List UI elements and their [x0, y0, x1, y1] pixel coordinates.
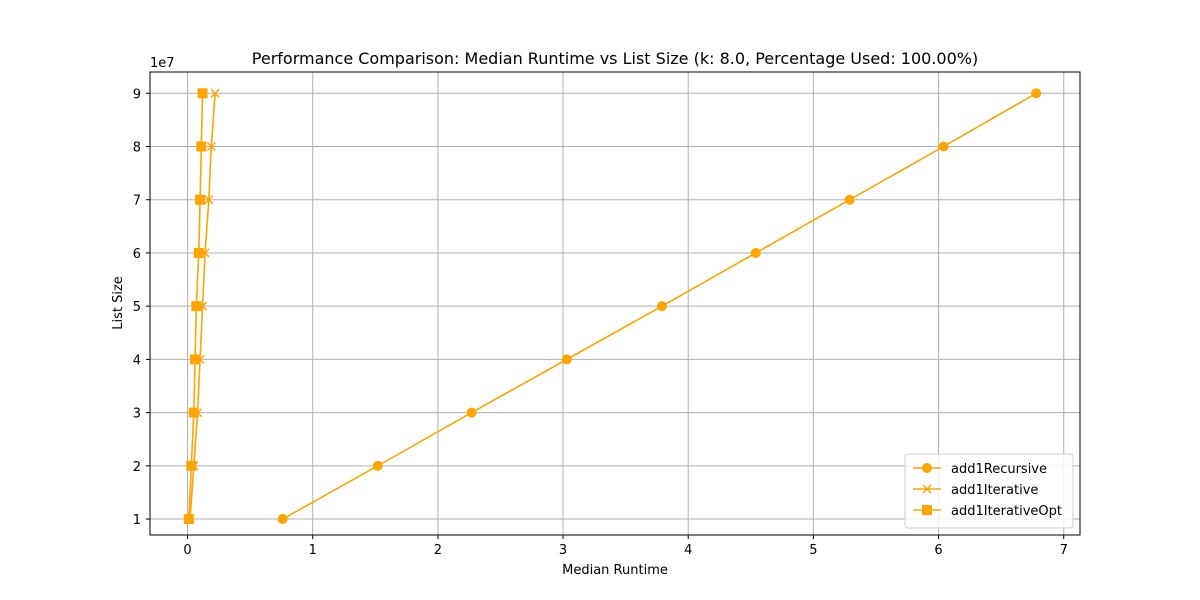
data-point: [656, 301, 667, 312]
data-point: [1031, 88, 1042, 99]
x-tick-label: 1: [309, 543, 317, 558]
x-tick-label: 0: [183, 543, 191, 558]
data-point: [191, 301, 202, 312]
x-tick-label: 3: [559, 543, 567, 558]
legend-item: add1IterativeOpt: [913, 504, 1062, 519]
y-tick-label: 3: [133, 407, 141, 422]
y-tick-label: 6: [133, 247, 141, 262]
data-point: [372, 460, 383, 471]
data-point: [204, 195, 214, 205]
data-point: [193, 247, 204, 258]
data-point: [938, 141, 949, 152]
legend-item: add1Iterative: [913, 483, 1038, 498]
data-point: [195, 194, 206, 205]
series-add1Recursive: [277, 88, 1042, 525]
x-axis-label: Median Runtime: [562, 563, 668, 578]
plot-frame: [149, 71, 1081, 536]
data-point: [190, 354, 201, 365]
y-tick-label: 8: [133, 141, 141, 156]
series-add1IterativeOpt: [183, 88, 208, 525]
data-point: [196, 141, 207, 152]
x-tick-label: 2: [434, 543, 442, 558]
legend-marker: [922, 463, 932, 473]
x-tick-label: 4: [684, 543, 692, 558]
data-point: [183, 514, 194, 525]
legend-item: add1Recursive: [913, 462, 1047, 477]
x-tick-label: 5: [809, 543, 817, 558]
data-point: [466, 407, 477, 418]
legend-label: add1IterativeOpt: [951, 504, 1062, 519]
y-tick-label: 5: [133, 300, 141, 315]
y-tick-label: 9: [133, 87, 141, 102]
x-tick-label: 7: [1060, 543, 1068, 558]
data-point: [277, 514, 288, 525]
x-tick-label: 6: [934, 543, 942, 558]
legend-marker: [922, 484, 932, 494]
chart-title: Performance Comparison: Median Runtime v…: [252, 49, 978, 68]
legend-box: [904, 453, 1074, 529]
y-tick-label: 2: [133, 460, 141, 475]
legend-label: add1Iterative: [951, 483, 1038, 498]
data-point: [188, 407, 199, 418]
axes-ticks: 0 1 2 3 4 5 6 7 1 2 3 4 5 6 7 8 9: [133, 87, 1068, 558]
data-point-stroke: [204, 195, 214, 205]
data-point: [750, 247, 761, 258]
legend-marker-stroke: [922, 484, 932, 494]
legend: add1Recursive add1Iterative add1IterativeO…: [904, 453, 1074, 529]
y-tick-label: 1: [133, 513, 141, 528]
legend-label: add1Recursive: [951, 462, 1047, 477]
data-point: [844, 194, 855, 205]
series-group: [183, 88, 1042, 525]
data-point: [206, 141, 216, 152]
data-point-stroke: [206, 141, 216, 152]
y-axis-offset-text: 1e7: [150, 56, 175, 71]
data-point: [197, 88, 208, 99]
data-point: [186, 460, 197, 471]
y-axis-label: List Size: [111, 276, 126, 330]
data-point-stroke: [210, 88, 220, 98]
data-point: [561, 354, 572, 365]
legend-marker: [922, 505, 932, 515]
y-tick-label: 4: [133, 353, 141, 368]
y-tick-label: 7: [133, 194, 141, 209]
data-point: [210, 88, 220, 98]
